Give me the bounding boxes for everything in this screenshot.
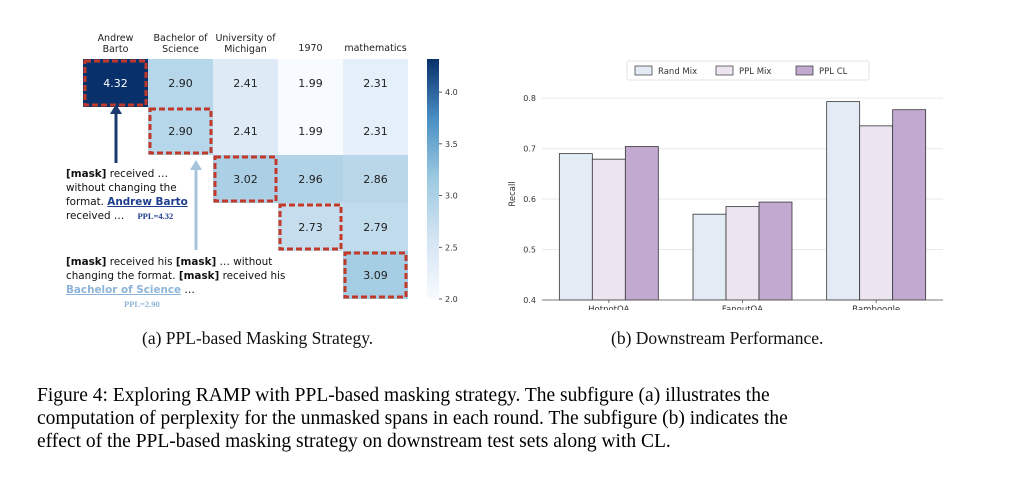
- cell-value: 2.96: [298, 173, 323, 186]
- svg-text:Science: Science: [162, 44, 199, 55]
- cell-value: 1.99: [298, 77, 323, 90]
- legend-swatch: [715, 65, 734, 76]
- x-tick-label: FanoutQA: [722, 305, 763, 310]
- caption-line-3: effect of the PPL-based masking strategy…: [37, 431, 671, 452]
- svg-text:Michigan: Michigan: [224, 44, 267, 55]
- bar: [859, 125, 894, 301]
- legend-label: PPL Mix: [739, 67, 771, 77]
- column-label: 1970: [298, 43, 322, 54]
- svg-text:Andrew: Andrew: [98, 33, 134, 44]
- heatmap-cell: [278, 107, 343, 155]
- bar: [591, 158, 626, 301]
- heatmap-cell: [343, 251, 408, 299]
- subcaption-a: (a) PPL-based Masking Strategy.: [142, 328, 374, 348]
- heatmap-cell: [213, 155, 278, 203]
- figure-caption: Figure 4: Exploring RAMP with PPL-based …: [37, 384, 989, 453]
- x-tick-label: HotpotQA: [588, 305, 630, 310]
- heatmap-cell: [278, 59, 343, 107]
- heatmap-cell: [213, 107, 278, 155]
- arrow-dark-head: [110, 104, 122, 114]
- column-label: mathematics: [344, 43, 406, 54]
- heatmap-cell: [343, 107, 408, 155]
- cell-value: 1.99: [298, 125, 323, 138]
- heatmap-cell: [343, 155, 408, 203]
- cell-value: 2.90: [168, 77, 193, 90]
- cell-value: 2.41: [233, 125, 258, 138]
- cell-value: 3.09: [363, 269, 388, 282]
- highlight-box: [343, 251, 408, 299]
- heatmap-cell: [278, 155, 343, 203]
- svg-text:1970: 1970: [298, 43, 322, 54]
- figure-a-ppl-masking: Andrew Barto Bachelor of Science University …: [0, 0, 512, 310]
- heatmap-cell: [213, 59, 278, 107]
- cell-value: 2.86: [363, 173, 388, 186]
- heatmap-cell: [148, 59, 213, 107]
- ppl-value-2: PPL=2.90: [124, 299, 160, 309]
- cell-value: 2.31: [363, 77, 388, 90]
- highlight-box: [278, 203, 343, 251]
- heatmap-cell: [343, 203, 408, 251]
- heatmap-cell: [343, 59, 408, 107]
- arrow-light-head: [190, 160, 202, 170]
- y-tick-label: 0.6: [523, 195, 536, 204]
- legend-label: Rand Mix: [658, 67, 697, 77]
- highlight-box: [213, 155, 278, 203]
- colorbar-tick-label: 3.0: [445, 192, 458, 201]
- bar: [826, 101, 861, 301]
- bar: [892, 109, 927, 301]
- annotation-bachelor: [mask] received his [mask] … without cha…: [66, 256, 286, 309]
- figure-b-downstream: 0.4 0.5 0.6 0.7 0.8 Recall HotpotQA FanoutQA Bam…: [500, 0, 1024, 315]
- legend-swatch: [634, 65, 653, 76]
- bar-chart: 0.4 0.5 0.6 0.7 0.8 Recall HotpotQA FanoutQA Bam…: [508, 60, 943, 315]
- caption-line-1: Figure 4: Exploring RAMP with PPL-based …: [37, 385, 770, 406]
- colorbar-tick-label: 2.5: [445, 243, 458, 252]
- x-tick-label: Bamboogle: [852, 305, 900, 310]
- bar: [692, 213, 727, 301]
- svg-text:Barto: Barto: [103, 44, 129, 55]
- ppl-value-1: PPL=4.32: [137, 211, 174, 221]
- cell-value: 2.90: [168, 125, 193, 138]
- bar: [558, 153, 593, 301]
- cell-value: 2.41: [233, 77, 258, 90]
- colorbar: [427, 59, 439, 299]
- svg-text:University of: University of: [215, 33, 276, 44]
- cell-value: 4.32: [103, 77, 128, 90]
- bar: [624, 146, 659, 301]
- heatmap-cell: [148, 107, 213, 155]
- svg-text:mathematics: mathematics: [344, 43, 406, 54]
- y-axis-label: Recall: [508, 181, 518, 206]
- colorbar-tick-label: 4.0: [445, 88, 458, 97]
- svg-text:Bachelor of: Bachelor of: [154, 33, 209, 44]
- subcaption-b: (b) Downstream Performance.: [611, 328, 824, 348]
- legend-swatch: [795, 65, 814, 76]
- cell-value: 2.31: [363, 125, 388, 138]
- caption-line-2: computation of perplexity for the unmask…: [37, 408, 788, 429]
- colorbar-tick-label: 3.5: [445, 140, 458, 149]
- highlight-box: [148, 107, 213, 155]
- annotation-andrew-barto: [mask] received … without changing the f…: [66, 168, 188, 222]
- colorbar-tick-label: 2.0: [445, 295, 458, 304]
- y-tick-label: 0.4: [523, 296, 536, 305]
- y-tick-label: 0.5: [523, 246, 536, 255]
- heatmap-cell: [83, 59, 148, 107]
- legend-label: PPL CL: [819, 67, 848, 77]
- cell-value: 2.73: [298, 221, 323, 234]
- bar: [758, 201, 793, 301]
- cell-value: 2.79: [363, 221, 388, 234]
- y-tick-label: 0.7: [523, 145, 536, 154]
- heatmap-cell: [278, 203, 343, 251]
- y-tick-label: 0.8: [523, 94, 536, 103]
- cell-value: 3.02: [233, 173, 258, 186]
- bar: [725, 206, 760, 301]
